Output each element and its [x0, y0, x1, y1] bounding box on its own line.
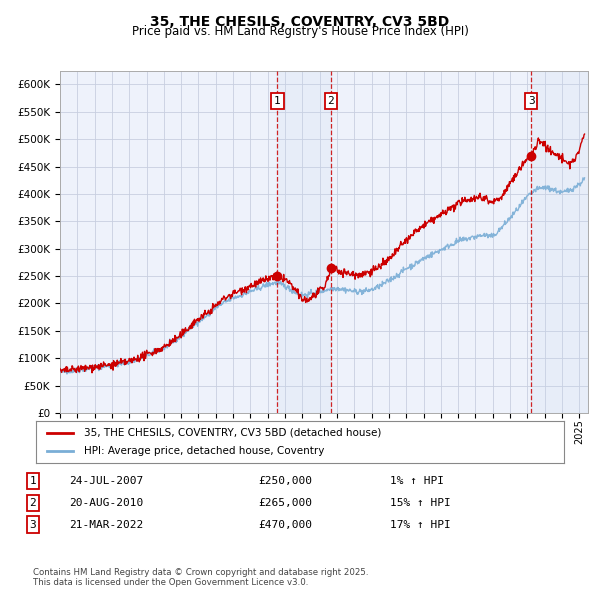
Text: 20-AUG-2010: 20-AUG-2010 [69, 498, 143, 507]
Bar [277, 71, 331, 413]
Text: 2: 2 [328, 96, 334, 106]
Text: 3: 3 [29, 520, 37, 529]
Text: 1: 1 [29, 476, 37, 486]
Text: £470,000: £470,000 [258, 520, 312, 529]
Text: 2: 2 [29, 498, 37, 507]
Bar [531, 71, 588, 413]
Text: 24-JUL-2007: 24-JUL-2007 [69, 476, 143, 486]
Text: 3: 3 [528, 96, 535, 106]
Text: 35, THE CHESILS, COVENTRY, CV3 5BD: 35, THE CHESILS, COVENTRY, CV3 5BD [151, 15, 449, 29]
Text: 15% ↑ HPI: 15% ↑ HPI [390, 498, 451, 507]
Text: 17% ↑ HPI: 17% ↑ HPI [390, 520, 451, 529]
Text: 1% ↑ HPI: 1% ↑ HPI [390, 476, 444, 486]
Text: 21-MAR-2022: 21-MAR-2022 [69, 520, 143, 529]
Text: Contains HM Land Registry data © Crown copyright and database right 2025.
This d: Contains HM Land Registry data © Crown c… [33, 568, 368, 587]
Text: £250,000: £250,000 [258, 476, 312, 486]
Text: Price paid vs. HM Land Registry's House Price Index (HPI): Price paid vs. HM Land Registry's House … [131, 25, 469, 38]
Text: HPI: Average price, detached house, Coventry: HPI: Average price, detached house, Cove… [83, 446, 324, 456]
Text: 1: 1 [274, 96, 281, 106]
Text: £265,000: £265,000 [258, 498, 312, 507]
Text: 35, THE CHESILS, COVENTRY, CV3 5BD (detached house): 35, THE CHESILS, COVENTRY, CV3 5BD (deta… [83, 428, 381, 438]
